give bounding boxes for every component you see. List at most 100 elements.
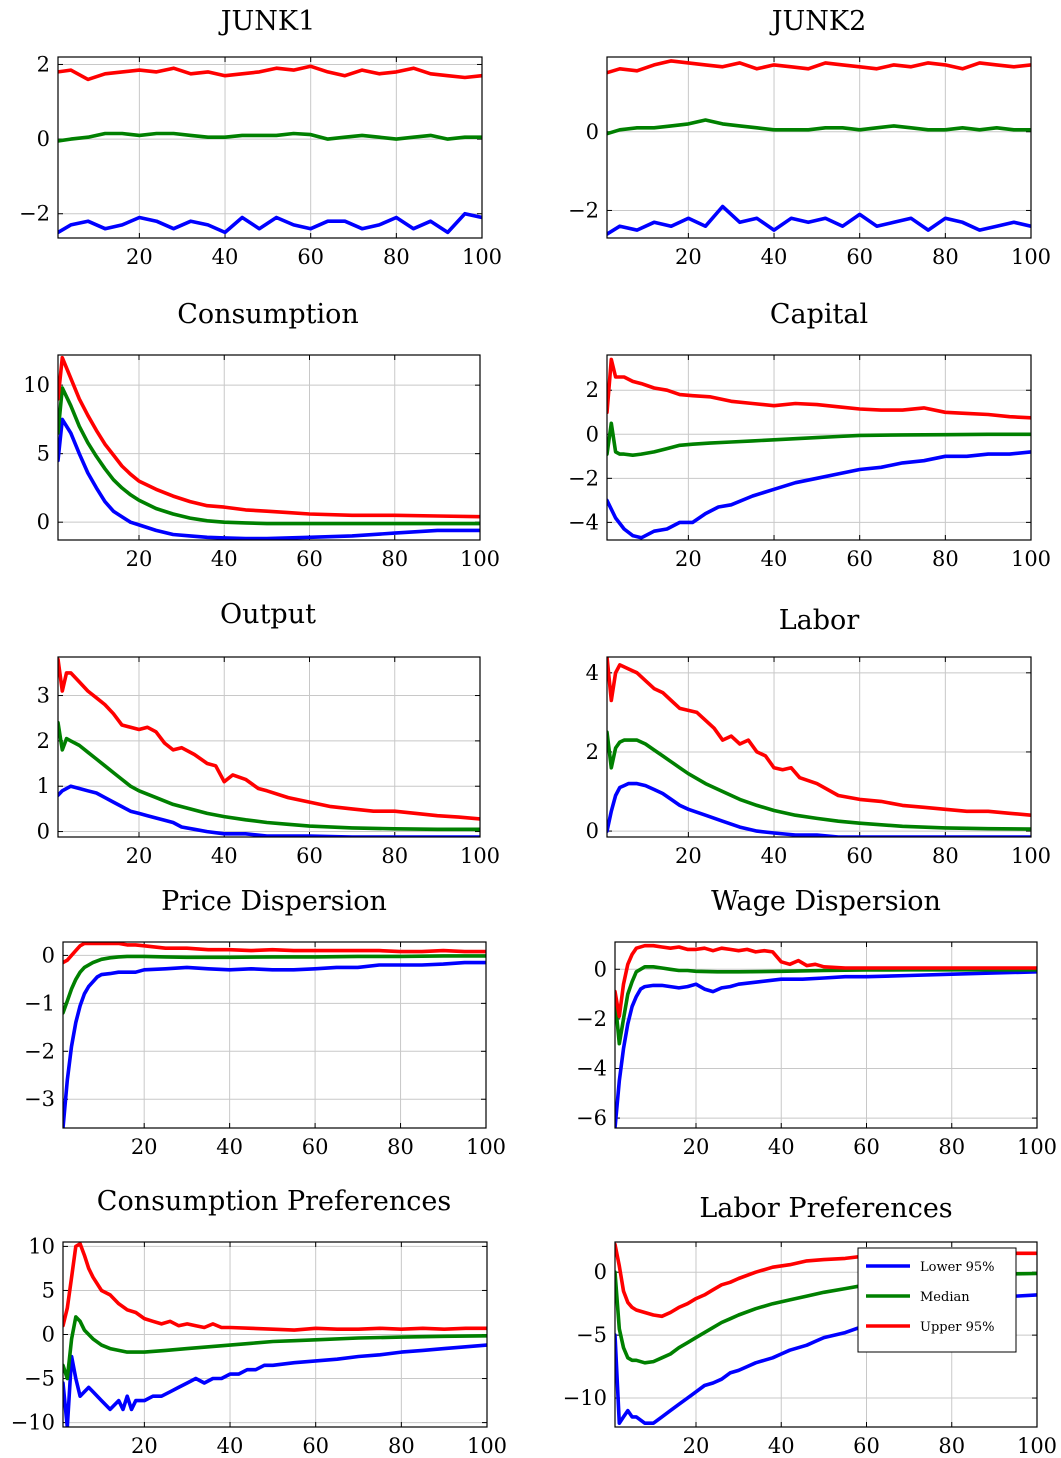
x-tick-label: 40 [216, 1135, 243, 1159]
y-tick-label: −2 [24, 1039, 55, 1063]
x-tick-label: 20 [126, 547, 153, 571]
y-tick-label: −2 [568, 466, 599, 490]
x-tick-label: 60 [846, 245, 873, 269]
series-line-median [607, 730, 1031, 831]
plot-frame [57, 56, 483, 239]
y-tick-label: 2 [37, 729, 50, 753]
y-tick-label: 0 [37, 510, 50, 534]
panel-title: Labor Preferences [699, 1193, 952, 1224]
y-tick-label: 0 [586, 120, 599, 144]
series-line-lower-95 [63, 1343, 487, 1427]
y-tick-label: 0 [586, 422, 599, 446]
series-line-median [58, 386, 480, 526]
x-tick-label: 40 [768, 1135, 795, 1159]
plot-frame [62, 1241, 488, 1428]
y-tick-label: 0 [594, 1260, 607, 1284]
legend: Lower 95% Median Upper 95% [857, 1247, 1017, 1353]
x-tick-label: 20 [675, 844, 702, 868]
x-tick-label: 40 [761, 547, 788, 571]
series-line-median [615, 964, 1037, 1046]
series-line-upper-95 [615, 943, 1037, 1019]
series-line-upper-95 [607, 657, 1031, 818]
x-tick-label: 80 [938, 1434, 965, 1458]
panel-title: Consumption Preferences [97, 1186, 451, 1217]
x-tick-label: 60 [296, 547, 323, 571]
y-tick-label: −10 [563, 1386, 607, 1410]
series-line-lower-95 [58, 211, 482, 235]
x-tick-label: 80 [387, 1135, 414, 1159]
y-tick-label: −1 [24, 991, 55, 1015]
panel-output: Output 20 40 60 80 100 0 1 2 3 [37, 599, 500, 868]
series-line-median [607, 118, 1031, 136]
x-tick-label: 20 [675, 245, 702, 269]
panel-title: Capital [770, 299, 868, 330]
y-tick-label: 2 [37, 52, 50, 76]
panel-junk2: JUNK2 20 40 60 80 100 −2 0 [568, 6, 1051, 269]
y-tick-label: 2 [586, 378, 599, 402]
x-tick-label: 80 [938, 1135, 965, 1159]
series-line-median [63, 954, 486, 1015]
y-tick-label: 10 [23, 373, 50, 397]
x-tick-label: 80 [932, 245, 959, 269]
x-tick-label: 60 [846, 547, 873, 571]
x-tick-label: 20 [683, 1434, 710, 1458]
x-tick-label: 100 [460, 844, 500, 868]
y-tick-label: −6 [576, 1106, 607, 1130]
x-tick-label: 60 [853, 1135, 880, 1159]
y-tick-label: 0 [42, 1323, 55, 1347]
legend-label: Median [920, 1290, 970, 1305]
y-tick-label: 2 [586, 740, 599, 764]
panel-title: Price Dispersion [161, 886, 387, 917]
x-tick-label: 100 [1017, 1135, 1057, 1159]
plot-frame [57, 354, 481, 541]
x-tick-label: 80 [381, 547, 408, 571]
series-line-upper-95 [58, 355, 480, 519]
series-line-lower-95 [607, 781, 1031, 837]
panel-junk1: JUNK1 20 40 60 80 100 −2 0 2 [19, 6, 502, 269]
x-tick-label: 60 [846, 844, 873, 868]
y-tick-label: −4 [568, 510, 599, 534]
plot-frame [614, 1241, 1038, 1428]
legend-label: Upper 95% [920, 1320, 995, 1335]
series-line-lower-95 [63, 960, 486, 1128]
plot-frame [606, 56, 1032, 239]
series-line-lower-95 [607, 204, 1031, 236]
y-tick-label: −4 [576, 1056, 607, 1080]
series-line-upper-95 [63, 1242, 487, 1332]
x-tick-label: 100 [1011, 547, 1051, 571]
x-tick-label: 20 [126, 245, 153, 269]
x-tick-label: 60 [853, 1434, 880, 1458]
x-tick-label: 40 [761, 844, 788, 868]
panel-wage_dispersion: Wage Dispersion 20 40 60 80 100 −6 −4 −2 0 [576, 886, 1057, 1159]
panel-consumption_preferences: Consumption Preferences 20 40 60 80 100 −10 −5 0… [11, 1186, 507, 1458]
y-tick-label: 0 [586, 819, 599, 843]
x-tick-label: 100 [1011, 844, 1051, 868]
panel-consumption: Consumption 20 40 60 80 100 0 5 10 [23, 299, 500, 571]
x-tick-label: 100 [462, 245, 502, 269]
x-tick-label: 20 [131, 1434, 158, 1458]
panel-title: JUNK2 [769, 6, 867, 37]
y-tick-label: 5 [42, 1278, 55, 1302]
plot-frame [606, 354, 1032, 541]
panel-title: Consumption [177, 299, 359, 330]
x-tick-label: 60 [297, 245, 324, 269]
plot-frame [614, 941, 1038, 1129]
x-tick-label: 60 [302, 1135, 329, 1159]
series-line-lower-95 [58, 784, 480, 837]
series-line-lower-95 [615, 969, 1037, 1128]
y-tick-label: −5 [576, 1323, 607, 1347]
x-tick-label: 40 [212, 245, 239, 269]
y-tick-label: 3 [37, 684, 50, 708]
plot-frame [606, 656, 1032, 838]
series-line-upper-95 [58, 64, 482, 82]
y-tick-label: 0 [37, 820, 50, 844]
x-tick-label: 20 [131, 1135, 158, 1159]
x-tick-label: 40 [768, 1434, 795, 1458]
panel-title: Labor [779, 605, 860, 636]
x-tick-label: 60 [296, 844, 323, 868]
series-line-upper-95 [607, 357, 1031, 420]
series-line-upper-95 [58, 657, 480, 821]
panel-title: Output [220, 599, 316, 630]
panel-price_dispersion: Price Dispersion 20 40 60 80 100 −3 −2 −1 0 [24, 886, 506, 1159]
